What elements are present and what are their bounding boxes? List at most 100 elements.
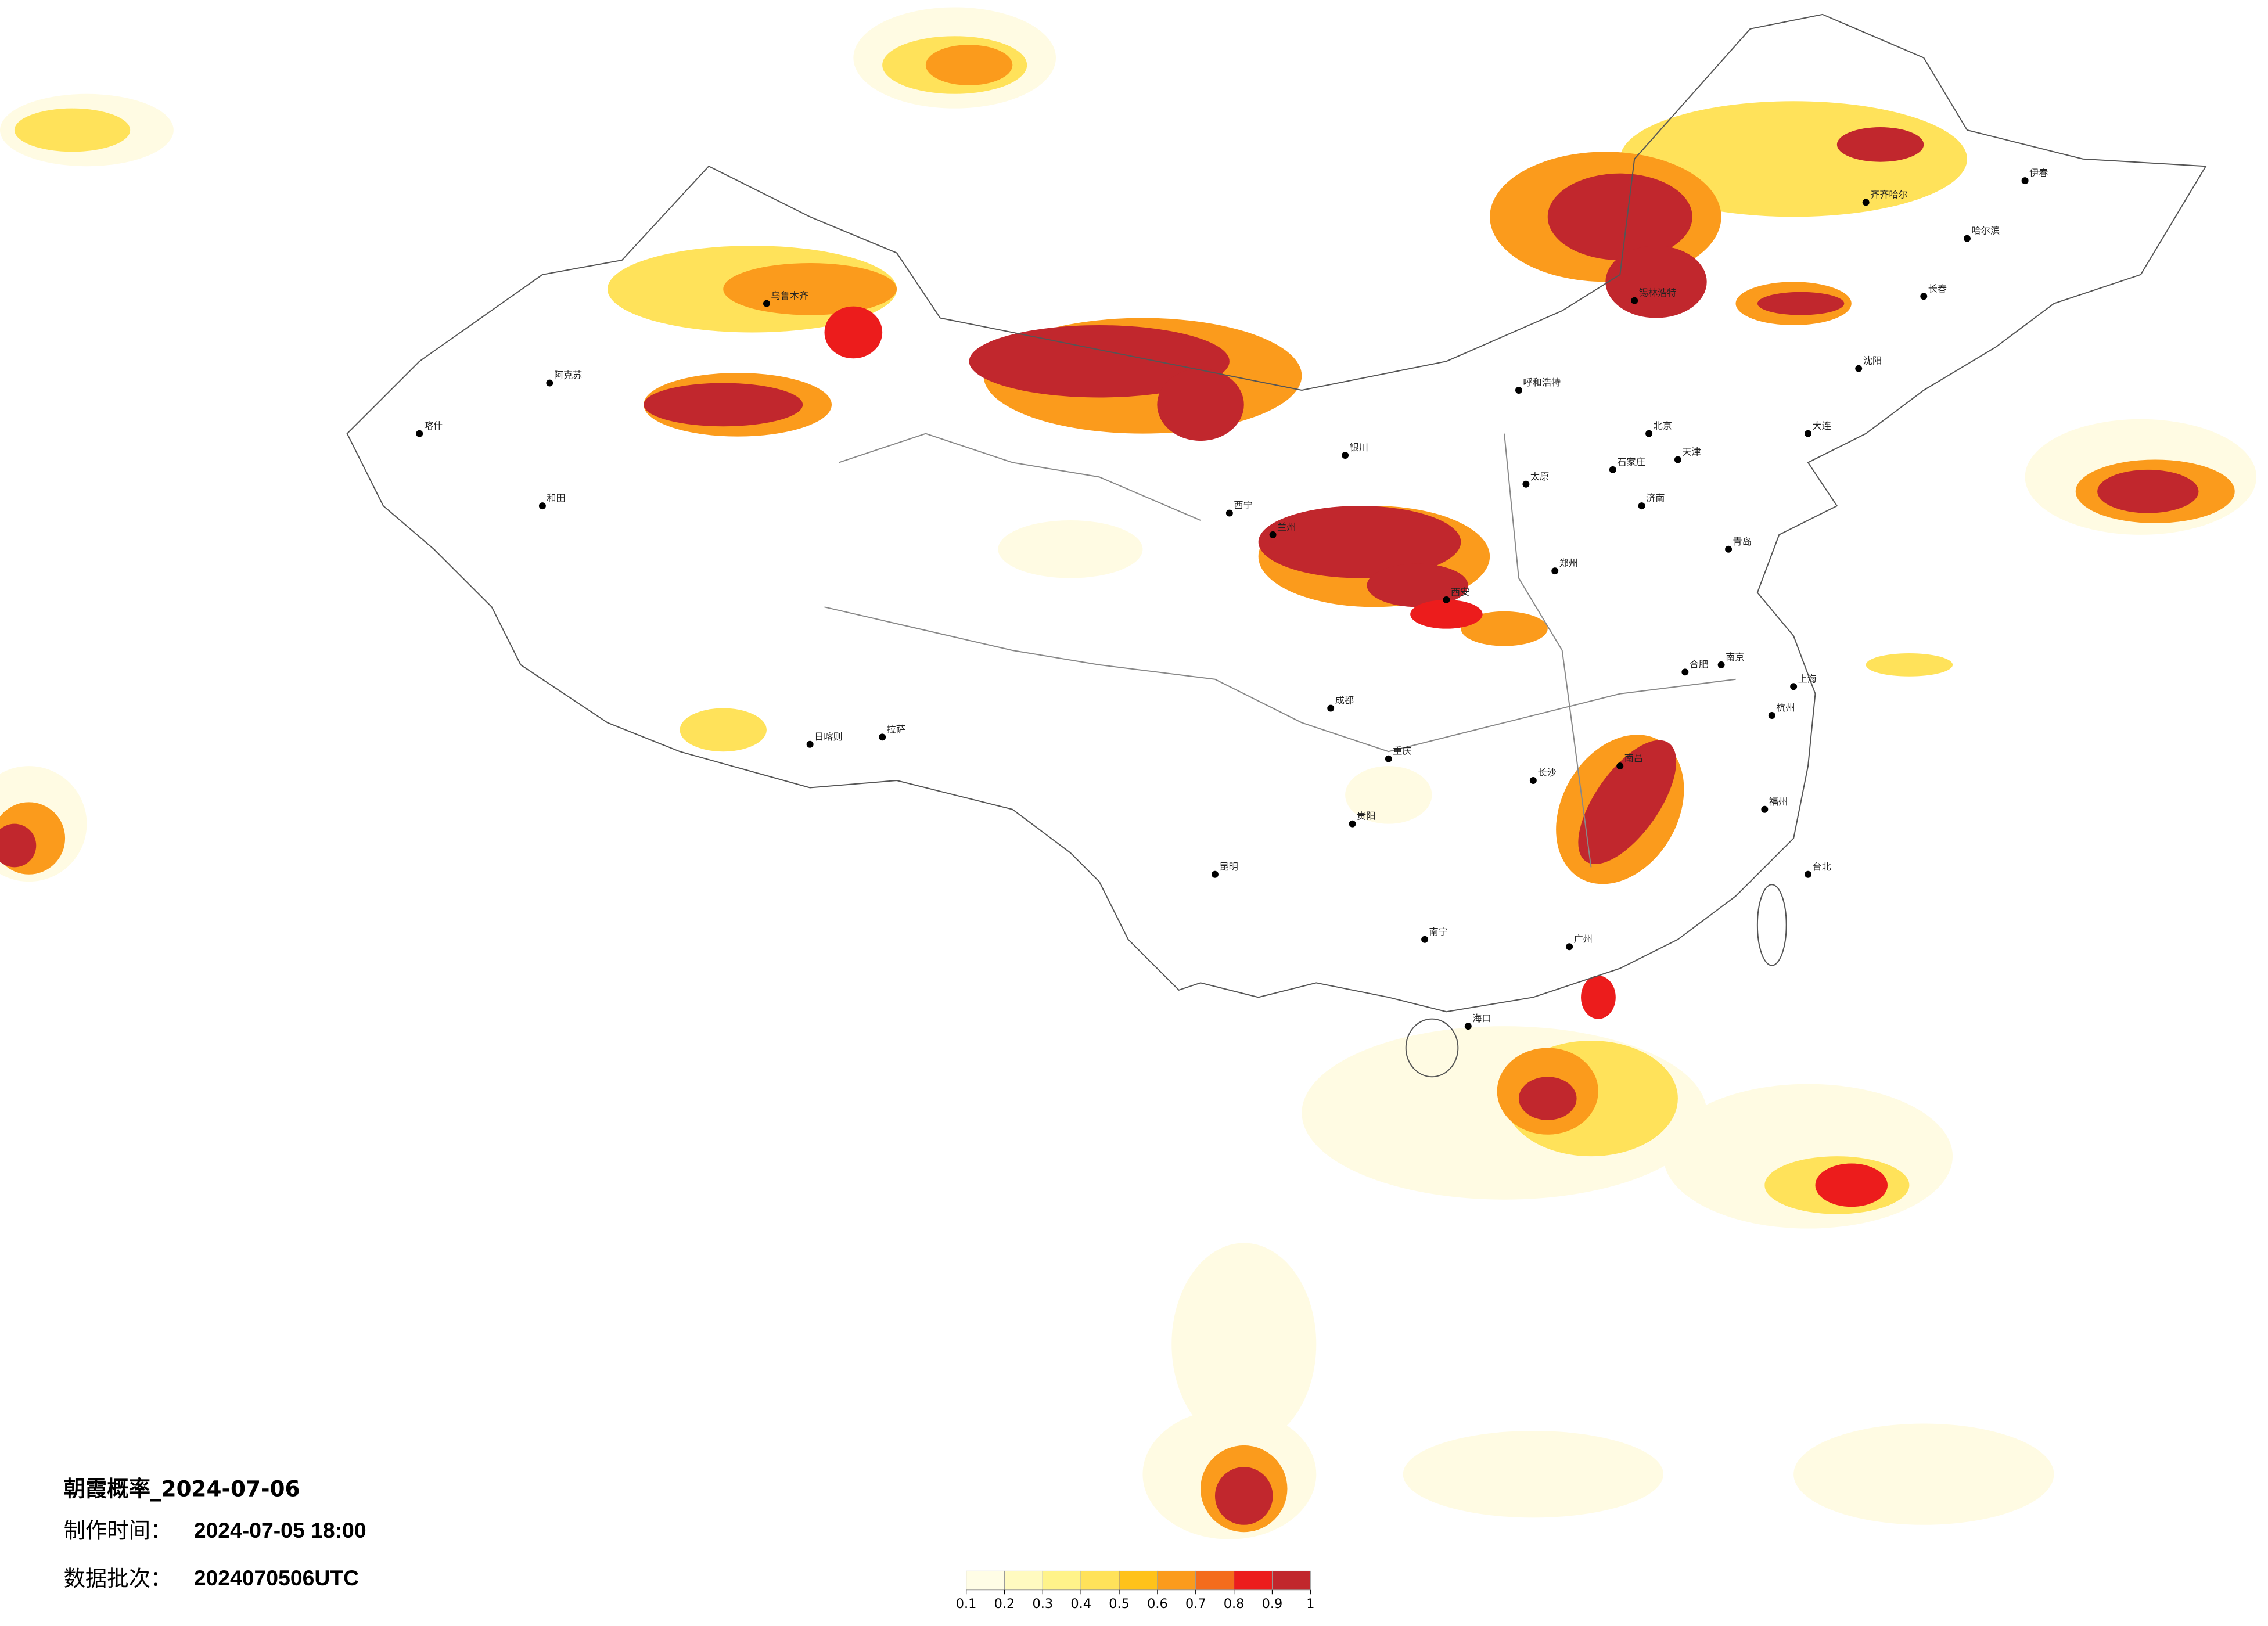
city-dot	[1327, 704, 1335, 712]
city-dot	[1790, 683, 1798, 690]
city-dot	[1638, 502, 1645, 510]
city-dot	[1566, 943, 1573, 951]
city-dot	[1761, 805, 1769, 813]
city-dot	[1964, 235, 1971, 242]
city-dot	[1725, 545, 1733, 553]
city-label: 乌鲁木齐	[771, 290, 808, 301]
city-dot	[2021, 177, 2029, 185]
colorbar-swatch	[1234, 1570, 1273, 1591]
city-label: 和田	[547, 492, 565, 503]
city-label: 合肥	[1690, 659, 1708, 670]
city-label: 兰州	[1277, 521, 1296, 533]
colorbar-swatch	[966, 1570, 1005, 1591]
city-label: 昆明	[1219, 861, 1238, 872]
city-dot	[1443, 596, 1450, 603]
colorbar-tick-label: 0.8	[1224, 1596, 1245, 1611]
made-time: 2024-07-05 18:00	[194, 1518, 366, 1542]
colorbar-tick-label: 0.1	[956, 1596, 977, 1611]
city-label: 海口	[1472, 1013, 1491, 1024]
city-dot	[1551, 567, 1559, 575]
city-label: 喀什	[424, 420, 443, 431]
city-dot	[1631, 297, 1638, 304]
city-label: 南昌	[1624, 753, 1643, 764]
city-label: 西安	[1451, 587, 1469, 598]
city-dot	[1805, 870, 1812, 878]
city-dot	[1862, 199, 1870, 206]
city-dot	[1768, 712, 1775, 719]
city-label: 贵阳	[1357, 811, 1375, 822]
batch: 2024070506UTC	[194, 1566, 359, 1590]
colorbar-swatch	[1080, 1570, 1120, 1591]
city-dot	[1805, 430, 1812, 437]
city-label: 广州	[1574, 933, 1593, 944]
city-dot	[1342, 452, 1349, 459]
city-label: 郑州	[1559, 557, 1578, 569]
city-dot	[1674, 456, 1681, 463]
country-outline	[346, 13, 2207, 1078]
city-dot	[1616, 762, 1624, 770]
city-dot	[1225, 509, 1233, 517]
city-label: 大连	[1813, 420, 1831, 431]
city-label: 拉萨	[887, 724, 905, 735]
city-dot	[1385, 755, 1392, 762]
city-dot	[1515, 387, 1522, 394]
city-dot	[538, 502, 546, 510]
colorbar-swatch	[1119, 1570, 1158, 1591]
city-label: 青岛	[1733, 536, 1752, 547]
city-dot	[1529, 777, 1537, 784]
city-dot	[1681, 668, 1689, 676]
city-label: 日喀则	[814, 731, 843, 742]
city-label: 太原	[1530, 471, 1549, 482]
city-label: 杭州	[1776, 702, 1795, 713]
city-dot	[416, 430, 423, 437]
city-label: 齐齐哈尔	[1870, 189, 1908, 200]
colorbar-swatch	[1157, 1570, 1196, 1591]
city-dot	[1421, 936, 1429, 943]
city-label: 哈尔滨	[1971, 225, 2000, 236]
city-label: 呼和浩特	[1523, 377, 1561, 388]
city-dot	[1211, 870, 1219, 878]
map-title: 朝霞概率_2024-07-06	[64, 1476, 300, 1502]
city-label: 阿克苏	[554, 370, 583, 381]
city-label: 上海	[1798, 673, 1817, 684]
made-label: 制作时间：	[64, 1518, 172, 1544]
probability-field	[0, 7, 2257, 1539]
city-label: 沈阳	[1863, 355, 1882, 366]
city-label: 长春	[1928, 283, 1947, 294]
city-label: 锡林浩特	[1639, 287, 1677, 298]
city-label: 成都	[1335, 695, 1354, 706]
city-label: 福州	[1769, 796, 1788, 807]
city-label: 济南	[1646, 492, 1665, 503]
colorbar-swatch	[1195, 1570, 1235, 1591]
colorbar: 0.1 0.2 0.3 0.4 0.5 0.6 0.7 0.8 0.9 1	[956, 1570, 1314, 1611]
colorbar-tick-label: 0.5	[1109, 1596, 1130, 1611]
city-dot	[1522, 480, 1530, 488]
city-dot	[1609, 466, 1616, 473]
colorbar-tick-label: 0.6	[1147, 1596, 1168, 1611]
colorbar-tick-label: 0.3	[1033, 1596, 1054, 1611]
city-label: 南京	[1726, 652, 1744, 663]
city-label: 重庆	[1393, 746, 1411, 757]
city-label: 西宁	[1234, 500, 1252, 511]
city-dot	[806, 740, 814, 748]
city-dot	[1920, 293, 1928, 300]
colorbar-tick-label: 0.4	[1070, 1596, 1091, 1611]
colorbar-swatch	[1004, 1570, 1043, 1591]
city-dot	[1717, 661, 1725, 668]
city-dot	[763, 300, 770, 307]
colorbar-swatch	[1042, 1570, 1081, 1591]
city-dot	[1645, 430, 1653, 437]
city-label: 伊春	[2029, 167, 2048, 178]
city-label: 台北	[1813, 861, 1831, 872]
colorbar-tick-label: 0.2	[994, 1596, 1015, 1611]
city-label: 石家庄	[1617, 456, 1645, 467]
city-label: 北京	[1654, 420, 1672, 431]
city-label: 银川	[1350, 442, 1368, 453]
colorbar-tick-label: 0.9	[1262, 1596, 1283, 1611]
colorbar-swatch	[1271, 1570, 1311, 1591]
colorbar-tick-label: 1	[1306, 1596, 1314, 1611]
